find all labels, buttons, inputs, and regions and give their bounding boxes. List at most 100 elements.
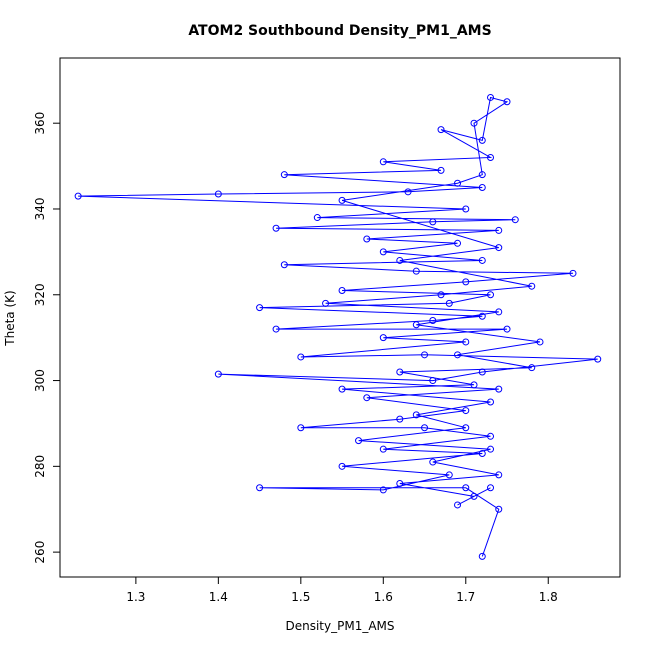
y-tick-label: 360 — [33, 112, 47, 135]
data-point — [495, 505, 503, 513]
x-tick-label: 1.3 — [126, 590, 145, 604]
data-point — [338, 462, 346, 470]
data-point — [379, 445, 387, 453]
y-axis-label: Theta (K) — [3, 290, 17, 346]
data-point — [454, 501, 462, 509]
data-point — [421, 424, 429, 432]
data-point — [74, 192, 82, 200]
data-point — [437, 291, 445, 299]
data-point — [495, 308, 503, 316]
data-point — [214, 370, 222, 378]
data-point — [297, 424, 305, 432]
data-point — [412, 321, 420, 329]
plot-frame — [59, 57, 621, 578]
data-point — [594, 355, 602, 363]
data-point — [462, 407, 470, 415]
data-point — [478, 312, 486, 320]
data-point — [462, 205, 470, 213]
data-point — [338, 196, 346, 204]
y-tick-label: 260 — [33, 541, 47, 564]
chart-title: ATOM2 Southbound Density_PM1_AMS — [188, 23, 491, 39]
data-point — [487, 93, 495, 101]
data-point — [487, 398, 495, 406]
data-point — [495, 226, 503, 234]
data-point — [495, 471, 503, 479]
data-point — [445, 299, 453, 307]
data-point — [478, 171, 486, 179]
data-point — [429, 458, 437, 466]
data-point — [280, 261, 288, 269]
data-point — [429, 317, 437, 325]
data-point — [214, 190, 222, 198]
data-point — [470, 119, 478, 127]
data-point — [379, 158, 387, 166]
data-point — [470, 381, 478, 389]
data-point — [478, 552, 486, 560]
data-point — [462, 424, 470, 432]
data-point — [421, 351, 429, 359]
data-point — [437, 166, 445, 174]
data-line — [78, 96, 598, 557]
y-tick-label: 340 — [33, 198, 47, 221]
data-point — [487, 291, 495, 299]
data-point — [487, 432, 495, 440]
data-point — [478, 256, 486, 264]
x-axis-label: Density_PM1_AMS — [285, 619, 394, 633]
data-point — [462, 278, 470, 286]
data-point — [379, 248, 387, 256]
x-tick-label: 1.7 — [456, 590, 475, 604]
x-tick-label: 1.4 — [209, 590, 228, 604]
data-point — [437, 126, 445, 134]
data-point — [338, 286, 346, 294]
data-point — [396, 256, 404, 264]
data-point — [313, 214, 321, 222]
data-point — [379, 334, 387, 342]
data-point — [470, 492, 478, 500]
data-point — [379, 486, 387, 494]
data-point — [495, 244, 503, 252]
data-point — [272, 325, 280, 333]
data-point — [355, 437, 363, 445]
data-point — [272, 224, 280, 232]
y-tick-label: 320 — [33, 283, 47, 306]
data-point — [454, 179, 462, 187]
data-point — [478, 368, 486, 376]
x-tick-label: 1.8 — [539, 590, 558, 604]
data-point — [429, 218, 437, 226]
data-point — [396, 368, 404, 376]
data-point — [297, 353, 305, 361]
data-point — [503, 98, 511, 106]
data-point — [280, 171, 288, 179]
data-point — [536, 338, 544, 346]
x-tick-label: 1.6 — [374, 590, 393, 604]
data-point — [462, 484, 470, 492]
data-point — [412, 267, 420, 275]
data-point — [528, 282, 536, 290]
data-point — [454, 239, 462, 247]
data-point — [404, 188, 412, 196]
data-point — [503, 325, 511, 333]
data-point — [511, 216, 519, 224]
y-tick-label: 280 — [33, 455, 47, 478]
data-point — [363, 235, 371, 243]
data-point — [256, 304, 264, 312]
data-point — [528, 364, 536, 372]
data-point — [256, 484, 264, 492]
data-point — [338, 385, 346, 393]
x-tick-label: 1.5 — [291, 590, 310, 604]
data-point — [396, 415, 404, 423]
data-point — [487, 154, 495, 162]
data-point — [363, 394, 371, 402]
data-point — [487, 445, 495, 453]
data-point — [478, 449, 486, 457]
data-point — [445, 471, 453, 479]
data-point — [495, 385, 503, 393]
data-point — [412, 411, 420, 419]
data-point — [429, 377, 437, 385]
data-point — [487, 484, 495, 492]
data-point — [478, 184, 486, 192]
data-point — [322, 299, 330, 307]
data-point — [569, 269, 577, 277]
data-point — [396, 479, 404, 487]
data-point — [462, 338, 470, 346]
